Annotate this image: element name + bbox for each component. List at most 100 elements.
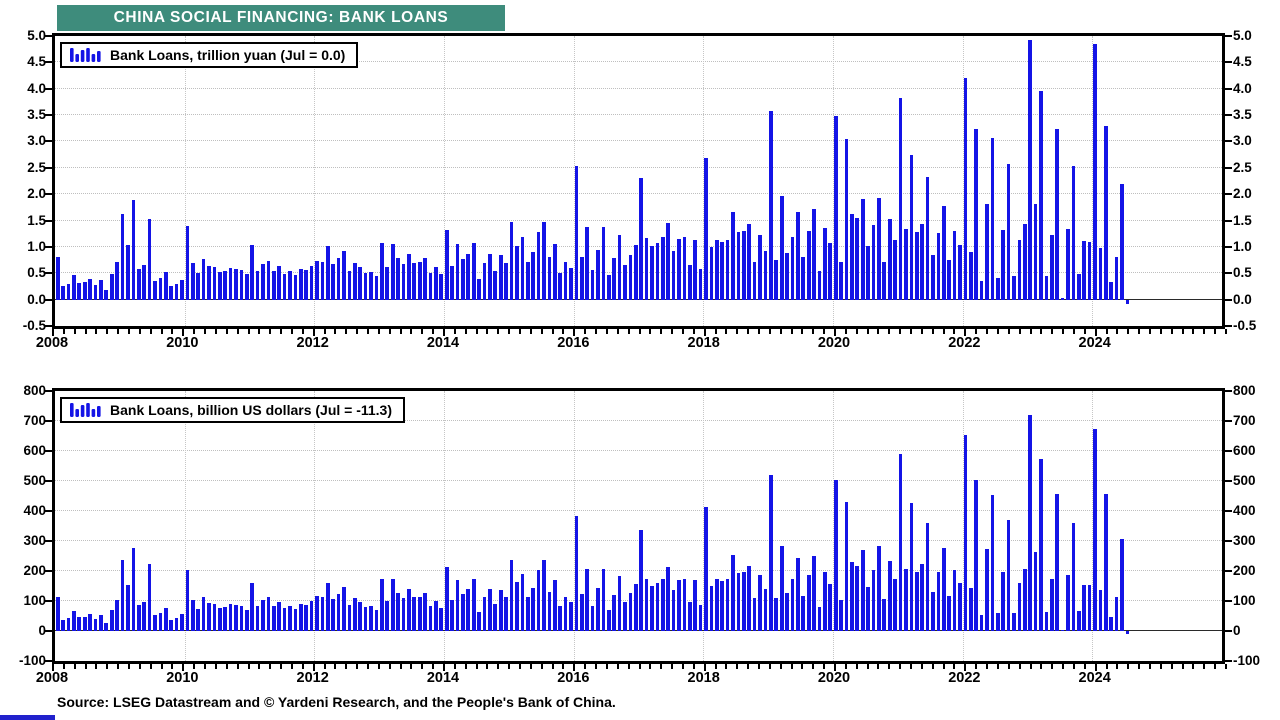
data-bar [828, 583, 833, 631]
data-bar [504, 262, 508, 300]
data-bar [207, 602, 211, 631]
x-axis-tick [996, 329, 999, 334]
data-bar [369, 272, 373, 300]
data-bar [806, 574, 811, 631]
data-bar [552, 580, 557, 631]
x-axis-tick [323, 329, 326, 334]
x-axis-tick [931, 329, 934, 334]
x-axis-tick [280, 664, 283, 669]
x-axis-tick [823, 329, 826, 334]
x-axis-tick [432, 329, 435, 334]
x-axis-tick [834, 329, 836, 336]
data-bar [396, 258, 400, 300]
x-axis-tick [62, 664, 65, 669]
zero-line [55, 630, 1222, 631]
gridline-horizontal [55, 480, 1222, 481]
data-bar [234, 268, 238, 300]
y-axis-tick-label: 0.0 [1233, 291, 1252, 307]
data-bar [207, 265, 211, 300]
data-bar [823, 227, 827, 300]
data-bar [979, 280, 984, 300]
x-axis-tick [834, 664, 836, 671]
data-bar [331, 263, 336, 300]
y-axis-tick [1225, 510, 1232, 512]
x-axis-tick [1192, 664, 1195, 669]
data-bar [558, 606, 562, 631]
data-bar [434, 600, 438, 631]
y-axis-tick [45, 510, 52, 512]
x-axis-tick [736, 664, 739, 669]
gridline-vertical [962, 36, 964, 326]
x-axis-tick [269, 664, 272, 669]
x-axis-tick [1029, 329, 1032, 334]
x-axis-tick [877, 329, 880, 334]
x-axis-year-label: 2024 [1078, 335, 1111, 351]
data-bar [1001, 572, 1006, 631]
x-axis-tick [681, 329, 684, 334]
x-axis-tick [52, 664, 54, 671]
data-bar [590, 605, 595, 631]
data-bar [1060, 297, 1065, 300]
data-bar [628, 592, 633, 631]
data-bar [1017, 583, 1022, 631]
data-bar [77, 617, 82, 631]
x-axis-tick [551, 664, 554, 669]
y-axis-tick-label: 1.0 [27, 238, 46, 254]
data-bar [1039, 459, 1043, 631]
x-axis-tick [247, 664, 250, 669]
x-axis-tick [844, 664, 847, 669]
data-bar [1114, 256, 1119, 300]
gridline-vertical [314, 391, 316, 661]
x-axis-tick [95, 664, 98, 669]
data-bar [790, 236, 795, 300]
data-bar [887, 561, 892, 631]
x-axis-tick [910, 329, 913, 334]
x-axis-tick [421, 664, 424, 669]
x-axis-tick [84, 664, 87, 669]
data-bar [509, 222, 514, 300]
data-bar [115, 599, 119, 631]
x-axis-tick [855, 664, 858, 669]
gridline-horizontal [55, 600, 1222, 601]
x-axis-tick [204, 664, 207, 669]
data-bar [704, 506, 708, 631]
data-bar [288, 270, 292, 300]
data-bar [612, 258, 617, 300]
data-bar [779, 545, 784, 631]
data-bar [655, 583, 660, 631]
y-axis-tick [45, 540, 52, 542]
data-bar [444, 566, 449, 631]
data-bar [563, 596, 568, 631]
y-axis-tick [45, 272, 52, 275]
y-axis-tick [45, 114, 52, 117]
y-axis-tick [45, 420, 52, 422]
data-bar [412, 262, 417, 300]
x-axis-tick [703, 664, 706, 671]
data-bar [320, 262, 325, 300]
x-axis-tick [638, 664, 641, 669]
x-axis-tick [464, 329, 467, 334]
data-bar [428, 606, 433, 631]
data-bar [909, 154, 914, 300]
data-bar [606, 275, 611, 300]
x-axis-tick [1072, 664, 1075, 669]
data-bar [790, 579, 795, 631]
gridline-horizontal [55, 272, 1222, 274]
data-bar [412, 596, 417, 631]
gridline-horizontal [55, 140, 1222, 142]
data-bar [931, 255, 935, 300]
x-axis-tick [823, 664, 826, 669]
data-bar [850, 214, 854, 300]
y-axis-tick-label: 300 [23, 533, 46, 548]
data-bar [109, 610, 114, 631]
y-axis-tick-label: 3.0 [1233, 133, 1252, 149]
y-axis-tick-label: 0 [1233, 623, 1241, 638]
x-axis-tick [627, 329, 630, 334]
x-axis-tick [225, 329, 228, 334]
y-axis-tick [1225, 298, 1232, 301]
data-bar [385, 266, 390, 300]
x-axis-tick [790, 664, 793, 669]
data-bar [904, 229, 908, 300]
x-axis-tick [1214, 664, 1217, 669]
gridline-vertical [314, 36, 316, 326]
